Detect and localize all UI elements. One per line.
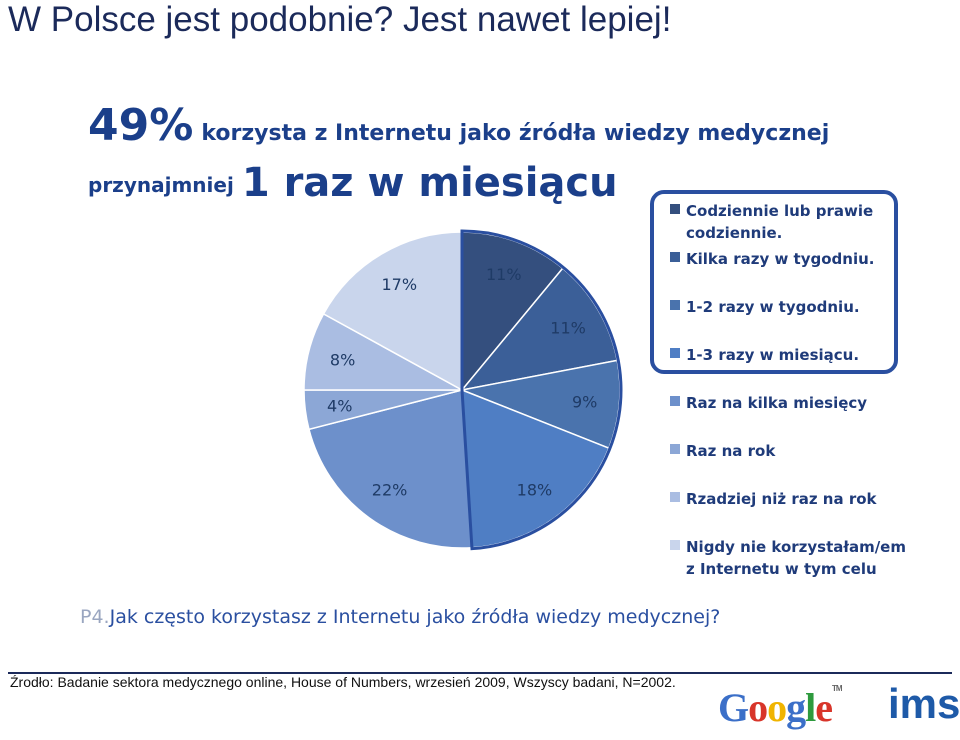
google-logo-letter: G	[718, 685, 749, 730]
legend-label: 1-2 razy w tygodniu.	[686, 298, 860, 316]
headline-text: korzysta z Internetu jako źródła wiedzy …	[201, 121, 830, 146]
google-logo-letter: e	[815, 685, 833, 730]
pie-label-codziennie-lub-prawie-codziennie: 11%	[486, 265, 522, 284]
legend-label: Nigdy nie korzystałam/em z Internetu w t…	[686, 538, 906, 578]
headline-percent: 49%	[88, 100, 194, 151]
footer-divider	[8, 672, 952, 674]
source-note: Źrodło: Badanie sektora medycznego onlin…	[10, 674, 676, 690]
legend-label: Raz na kilka miesięcy	[686, 394, 868, 412]
pie-label-raz-na-rok: 4%	[327, 396, 352, 415]
pie-slice-raz-na-kilka-miesiecy	[308, 389, 473, 549]
slide-title: W Polsce jest podobnie? Jest nawet lepie…	[8, 0, 672, 39]
headline-sub-small: przynajmniej	[88, 173, 234, 197]
google-logo-letter: l	[805, 685, 816, 730]
question-text: Jak często korzystasz z Internetu jako ź…	[109, 606, 721, 628]
pie-label-1-2-razy-w-tygodniu: 9%	[572, 393, 597, 412]
google-logo-letter: o	[748, 685, 768, 730]
legend-label: Codziennie lub prawie codziennie.	[686, 202, 874, 242]
pie-label-rzadziej-niz-raz-na-rok: 8%	[330, 350, 355, 369]
google-logo-tm: TM	[832, 684, 843, 693]
headline-subtitle: przynajmniej 1 raz w miesiącu	[88, 160, 618, 206]
legend-swatch	[670, 540, 680, 550]
google-logo-letter: o	[767, 685, 787, 730]
legend-label: Kilka razy w tygodniu.	[686, 250, 875, 268]
pie-label-nigdy-nie-korzystalam-em-z-internetu-w-tym-celu: 17%	[381, 275, 417, 294]
pie-highlight-outline	[460, 229, 623, 551]
legend-swatch	[670, 444, 680, 454]
legend-swatch	[670, 492, 680, 502]
legend-swatch	[670, 300, 680, 310]
pie-label-raz-na-kilka-miesiecy: 22%	[372, 481, 408, 500]
question-number: P4.	[80, 606, 110, 628]
legend-highlight-box	[650, 190, 898, 374]
google-logo-letter: g	[786, 685, 806, 730]
pie-slice-nigdy-nie-korzystalam-em-z-internetu-w-tym-celu	[322, 231, 463, 392]
headline-sub-big: 1 raz w miesiącu	[241, 160, 618, 206]
pie-label-kilka-razy-w-tygodniu: 11%	[550, 318, 586, 337]
google-logo: GoogleTM	[718, 684, 843, 731]
legend-swatch	[670, 204, 680, 214]
legend-swatch	[670, 252, 680, 262]
legend-label: Raz na rok	[686, 442, 776, 460]
legend-label: Rzadziej niż raz na rok	[686, 490, 877, 508]
legend-swatch	[670, 348, 680, 358]
legend-swatch	[670, 396, 680, 406]
headline: 49% korzysta z Internetu jako źródła wied…	[88, 100, 829, 151]
pie-label-1-3-razy-w-miesiacu: 18%	[517, 481, 553, 500]
question: P4.Jak często korzystasz z Internetu jak…	[80, 606, 720, 628]
ims-logo: ims	[888, 680, 960, 727]
legend-label: 1-3 razy w miesiącu.	[686, 346, 860, 364]
